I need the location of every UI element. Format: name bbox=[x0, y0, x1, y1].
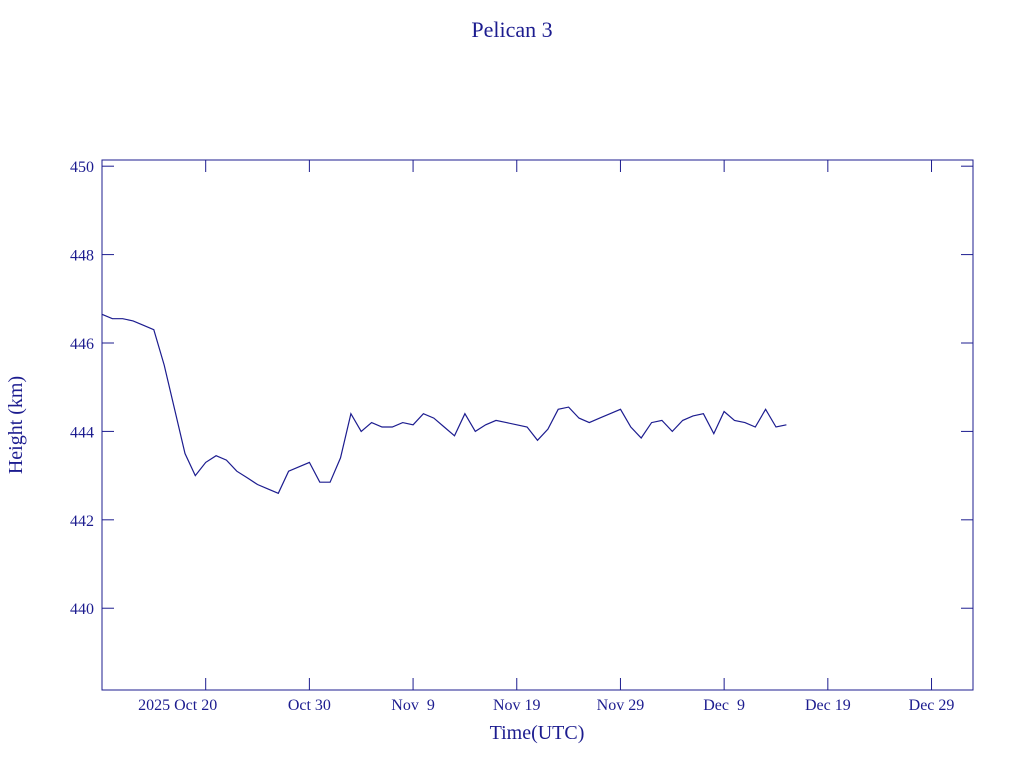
y-axis-label: Height (km) bbox=[5, 376, 27, 474]
x-tick-label: Nov 19 bbox=[493, 697, 541, 714]
x-tick-label: Dec 19 bbox=[805, 697, 851, 714]
y-tick-label: 444 bbox=[70, 424, 94, 441]
chart-title: Pelican 3 bbox=[471, 17, 552, 42]
x-tick-label: 2025 Oct 20 bbox=[138, 697, 217, 714]
y-tick-label: 442 bbox=[70, 513, 94, 530]
y-tick-label: 446 bbox=[70, 336, 94, 353]
x-axis-label: Time(UTC) bbox=[490, 722, 585, 744]
x-tick-label: Nov 29 bbox=[597, 697, 645, 714]
x-tick-label: Dec 29 bbox=[909, 697, 955, 714]
x-tick-label: Oct 30 bbox=[288, 697, 331, 714]
x-tick-label: Nov 9 bbox=[391, 697, 435, 714]
x-tick-label: Dec 9 bbox=[703, 697, 745, 714]
plot-frame bbox=[101, 159, 974, 691]
data-line bbox=[101, 313, 787, 495]
y-tick-label: 450 bbox=[70, 159, 94, 176]
y-tick-label: 440 bbox=[70, 601, 94, 618]
y-tick-label: 448 bbox=[70, 248, 94, 265]
